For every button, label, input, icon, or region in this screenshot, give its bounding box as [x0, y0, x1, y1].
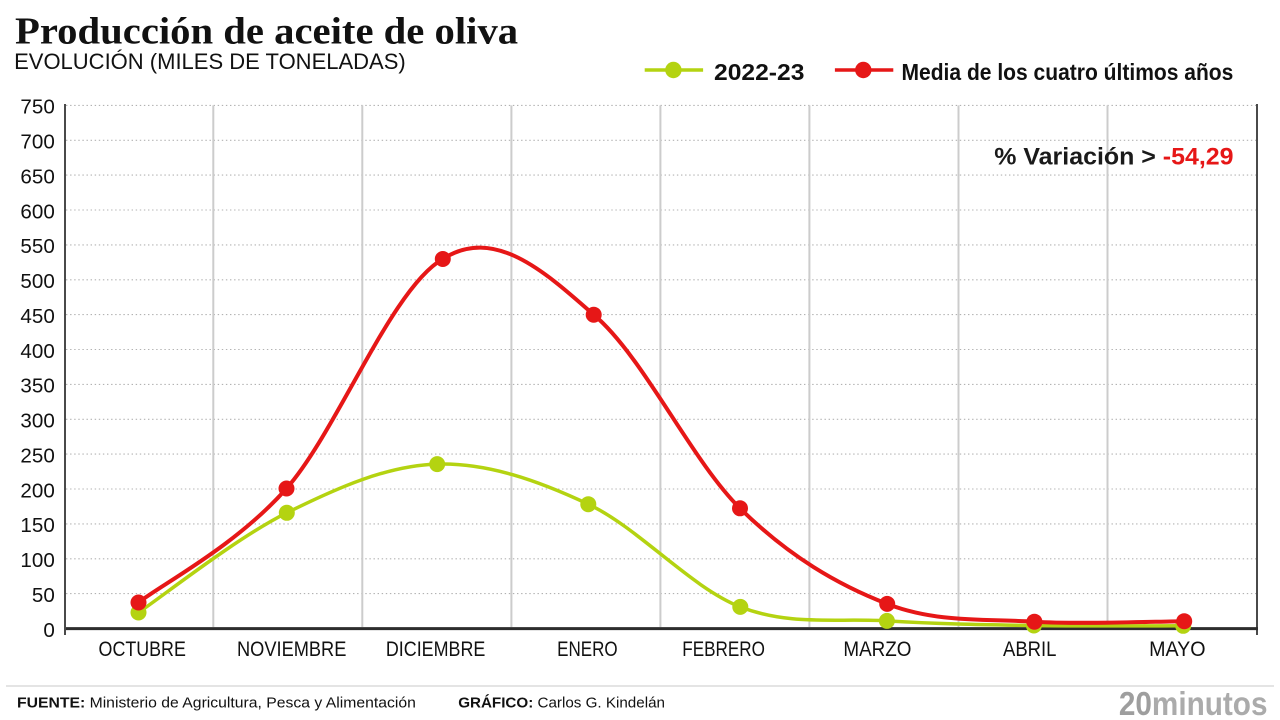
svg-text:600: 600: [20, 200, 54, 223]
svg-text:EVOLUCIÓN (MILES DE TONELADAS): EVOLUCIÓN (MILES DE TONELADAS): [14, 49, 406, 74]
svg-text:100: 100: [20, 549, 54, 572]
svg-text:450: 450: [20, 305, 54, 328]
svg-text:MARZO: MARZO: [843, 638, 911, 661]
svg-text:ENERO: ENERO: [557, 638, 618, 661]
svg-text:Producción de aceite de oliva: Producción de aceite de oliva: [15, 10, 518, 52]
svg-text:DICIEMBRE: DICIEMBRE: [386, 638, 485, 662]
svg-text:FUENTE: Ministerio de Agricult: FUENTE: Ministerio de Agricultura, Pesca…: [17, 695, 416, 712]
svg-text:FEBRERO: FEBRERO: [682, 638, 765, 661]
svg-text:% Variación > -54,29: % Variación > -54,29: [994, 143, 1233, 170]
svg-text:300: 300: [20, 410, 54, 433]
svg-text:700: 700: [20, 131, 54, 154]
svg-text:650: 650: [20, 165, 54, 188]
svg-text:20minutos: 20minutos: [1119, 686, 1268, 720]
svg-text:GRÁFICO: Carlos G. Kindelán: GRÁFICO: Carlos G. Kindelán: [458, 695, 665, 712]
svg-text:MAYO: MAYO: [1149, 638, 1205, 661]
svg-text:400: 400: [20, 340, 54, 363]
svg-text:350: 350: [20, 375, 54, 398]
svg-text:500: 500: [20, 270, 54, 293]
svg-text:150: 150: [20, 514, 54, 537]
svg-text:0: 0: [43, 619, 54, 642]
svg-text:250: 250: [20, 444, 54, 467]
svg-text:750: 750: [20, 96, 54, 119]
svg-text:550: 550: [20, 235, 54, 258]
svg-text:NOVIEMBRE: NOVIEMBRE: [237, 638, 346, 661]
svg-text:50: 50: [32, 584, 55, 607]
svg-text:OCTUBRE: OCTUBRE: [99, 638, 186, 662]
svg-text:Media de los cuatro últimos añ: Media de los cuatro últimos años: [902, 59, 1234, 85]
svg-text:ABRIL: ABRIL: [1003, 638, 1056, 661]
svg-text:2022-23: 2022-23: [714, 60, 804, 86]
svg-text:200: 200: [20, 479, 54, 502]
